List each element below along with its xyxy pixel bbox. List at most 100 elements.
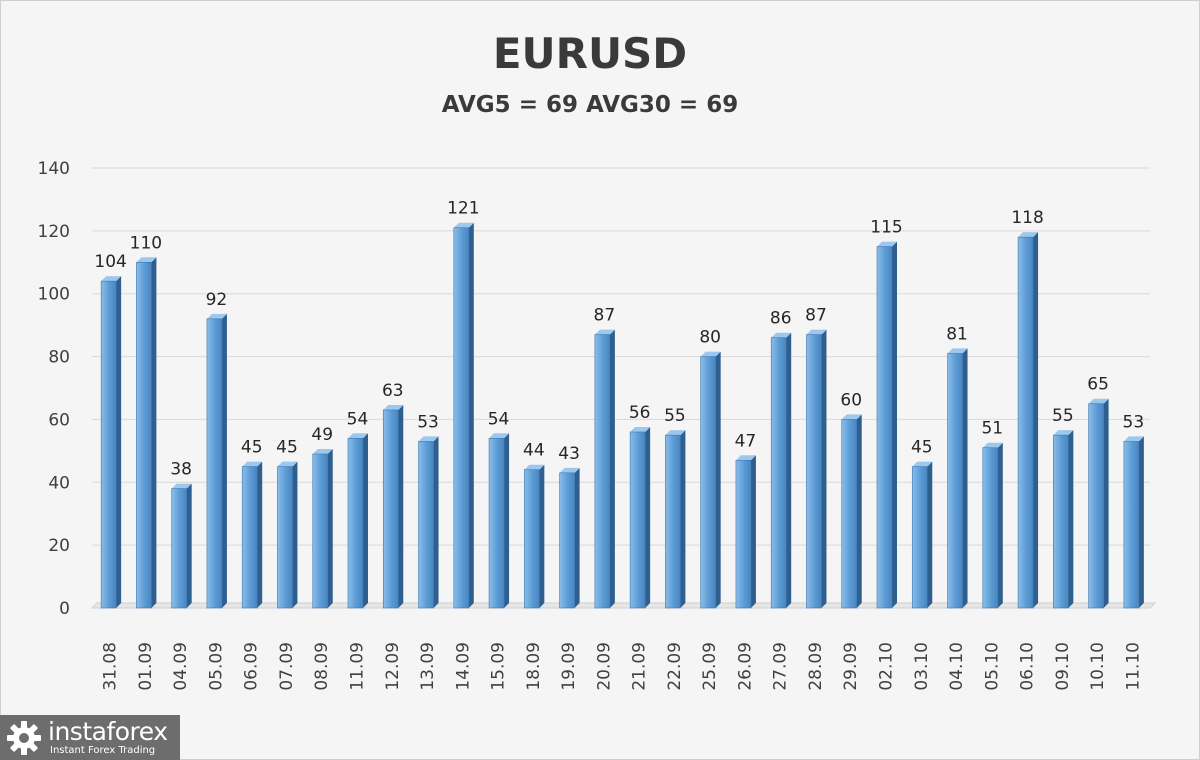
x-tick-label: 27.09 (771, 642, 791, 691)
bar-side (116, 276, 122, 608)
brand-watermark: instaforex Instant Forex Trading (0, 715, 180, 760)
x-tick-label: 06.10 (1018, 642, 1038, 691)
x-axis: 31.08 01.09 04.09 05.09 06.09 07.09 08.09 11.09… (101, 642, 1144, 691)
data-label: 65 (1087, 375, 1109, 395)
bar (806, 334, 822, 609)
bar (1123, 441, 1140, 609)
bar-top (383, 405, 404, 410)
bar-top (559, 467, 580, 473)
data-label: 56 (629, 403, 651, 423)
bar-top (171, 483, 192, 489)
x-tick-label: 07.09 (277, 642, 297, 691)
bar-top (806, 329, 827, 335)
x-tick-label: 21.09 (630, 642, 650, 691)
data-label: 86 (770, 309, 792, 329)
data-label: 54 (488, 409, 510, 429)
data-label: 49 (311, 425, 333, 445)
bar-side (292, 461, 298, 608)
bar-side (1033, 232, 1039, 608)
data-label: 118 (1011, 208, 1043, 228)
bar (347, 437, 364, 609)
bar-top (206, 313, 227, 319)
gear-logo-icon (7, 720, 41, 755)
bar (382, 409, 399, 609)
x-tick-label: 18.09 (524, 642, 544, 691)
bar (841, 419, 858, 609)
bar-top (453, 222, 474, 228)
bar-side (327, 449, 333, 608)
bar (770, 337, 787, 609)
bar (312, 453, 329, 609)
y-tick-label: 40 (48, 473, 70, 493)
bar-top (947, 348, 968, 354)
data-label: 54 (347, 409, 369, 429)
x-tick-label: 20.09 (594, 642, 614, 691)
x-tick-label: 11.10 (1123, 642, 1143, 691)
bar-side (856, 414, 862, 608)
bar-top (136, 257, 157, 263)
data-label: 44 (523, 441, 545, 461)
x-tick-label: 26.09 (735, 642, 755, 691)
data-label: 45 (241, 438, 263, 458)
x-tick-label: 22.09 (665, 642, 685, 691)
bar (206, 318, 223, 609)
bar (453, 227, 470, 609)
bar-side (609, 329, 615, 608)
data-label: 60 (840, 390, 862, 410)
bar (1053, 434, 1069, 609)
x-tick-label: 04.10 (947, 642, 967, 691)
y-tick-label: 0 (59, 599, 70, 619)
bar-top (348, 433, 368, 439)
bar-side (997, 442, 1003, 608)
bar (911, 466, 928, 609)
bar (629, 431, 646, 609)
bar (488, 437, 505, 609)
data-label: 55 (664, 406, 686, 426)
bar-top (877, 241, 897, 247)
bar-side (1138, 436, 1144, 608)
bar-side (151, 257, 157, 608)
bar-side (257, 461, 263, 608)
bar-side (186, 483, 192, 608)
x-tick-label: 19.09 (559, 642, 579, 691)
bar-side (892, 241, 897, 609)
data-label: 53 (417, 412, 439, 432)
bar-top (1088, 398, 1109, 404)
bar-side (645, 427, 651, 608)
y-tick-label: 20 (48, 536, 70, 556)
data-label: 87 (805, 306, 827, 326)
data-label: 45 (911, 438, 933, 458)
bar-top (312, 449, 333, 454)
x-tick-label: 10.10 (1088, 642, 1108, 691)
bar (171, 488, 187, 609)
chart-subtitle: AVG5 = 69 AVG30 = 69 (442, 92, 738, 118)
x-tick-label: 04.09 (171, 642, 191, 691)
x-tick-label: 08.09 (312, 642, 332, 691)
data-label: 53 (1123, 412, 1145, 432)
bar-side (962, 348, 968, 608)
bar (277, 466, 293, 609)
bar-top (665, 430, 686, 436)
x-tick-label: 03.10 (912, 642, 932, 691)
x-tick-label: 13.09 (418, 642, 438, 691)
bar (100, 280, 117, 609)
bar-top (1018, 232, 1039, 238)
data-label: 47 (735, 431, 757, 451)
bar-top (771, 332, 792, 338)
bar (735, 459, 752, 609)
bar (947, 353, 963, 609)
x-tick-label: 14.09 (453, 642, 473, 691)
bar-side (221, 313, 227, 608)
bar-top (630, 427, 651, 432)
x-tick-label: 05.10 (982, 642, 1002, 691)
data-label: 87 (594, 306, 616, 326)
x-tick-label: 01.09 (136, 642, 156, 691)
data-label: 81 (946, 324, 968, 344)
data-label: 92 (206, 290, 228, 310)
bar (982, 447, 999, 609)
x-tick-label: 15.09 (489, 642, 509, 691)
y-axis: 0 20 40 60 80 100 120 140 (38, 159, 70, 619)
x-tick-label: 02.10 (877, 642, 897, 691)
